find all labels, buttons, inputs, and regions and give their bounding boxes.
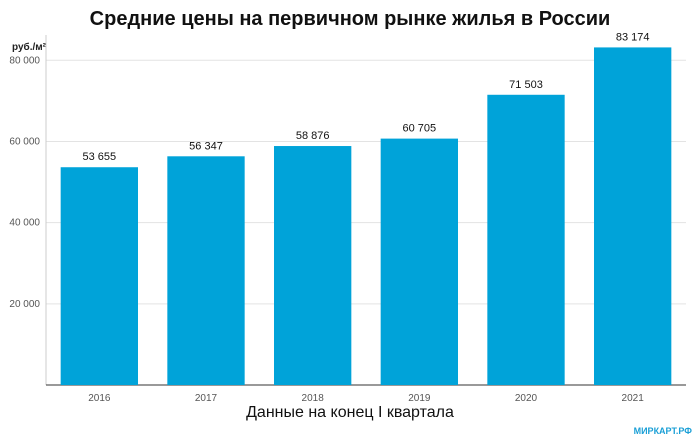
x-tick-label: 2017 bbox=[195, 393, 218, 404]
y-tick-label: 80 000 bbox=[9, 55, 40, 66]
bar-2016 bbox=[60, 167, 138, 385]
x-tick-label: 2021 bbox=[622, 393, 645, 404]
bar-2017 bbox=[167, 156, 245, 385]
x-axis-label: Данные на конец I квартала bbox=[246, 404, 454, 421]
y-axis-unit: руб./м² bbox=[12, 42, 46, 53]
bar-2021 bbox=[594, 47, 672, 386]
chart-title: Средние цены на первичном рынке жилья в … bbox=[89, 8, 611, 30]
x-tick-label: 2020 bbox=[515, 393, 538, 404]
data-label: 60 705 bbox=[403, 123, 437, 135]
bar-2018 bbox=[274, 146, 352, 385]
data-label: 58 876 bbox=[296, 130, 330, 142]
data-label: 53 655 bbox=[83, 151, 117, 163]
bar-2020 bbox=[487, 94, 565, 385]
y-tick-label: 60 000 bbox=[9, 136, 40, 147]
watermark: МИРКАРТ.РФ bbox=[633, 426, 692, 436]
data-label: 56 347 bbox=[189, 140, 223, 152]
bar-2019 bbox=[380, 138, 458, 385]
data-label: 83 174 bbox=[616, 31, 650, 43]
y-tick-label: 20 000 bbox=[9, 299, 40, 310]
x-tick-label: 2018 bbox=[302, 393, 325, 404]
x-tick-label: 2016 bbox=[88, 393, 111, 404]
x-tick-label: 2019 bbox=[408, 393, 431, 404]
data-label: 71 503 bbox=[509, 79, 543, 91]
y-tick-label: 40 000 bbox=[9, 218, 40, 229]
